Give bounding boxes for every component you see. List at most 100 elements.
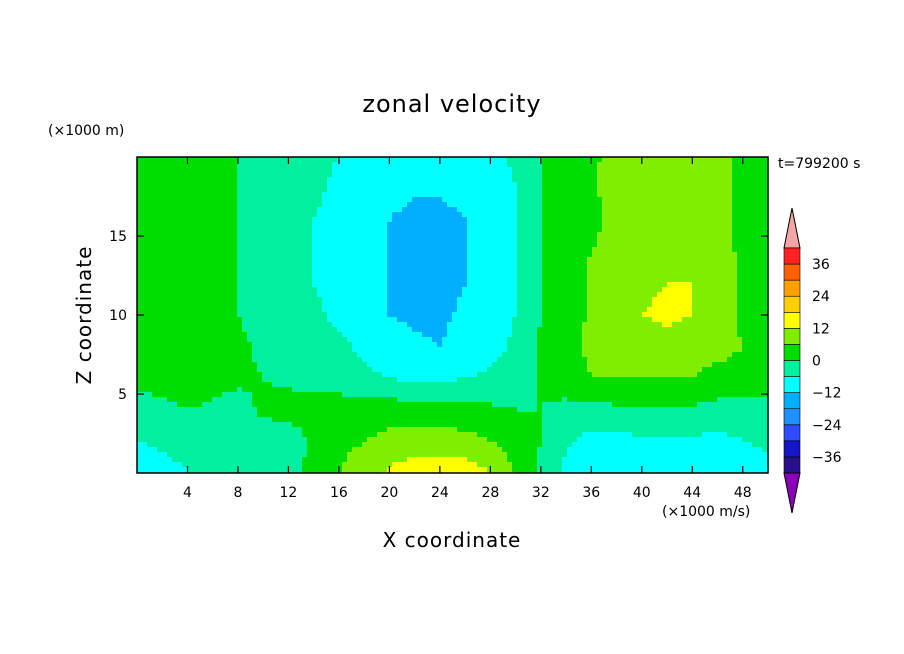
field-cell (532, 212, 538, 218)
field-cell (737, 227, 743, 233)
field-cell (362, 167, 368, 173)
field-cell (712, 302, 718, 308)
field-cell (607, 177, 613, 183)
field-cell (702, 312, 708, 318)
field-cell (427, 172, 433, 178)
field-cell (612, 332, 618, 338)
field-cell (532, 187, 538, 193)
field-cell (642, 272, 648, 278)
field-cell (567, 222, 573, 228)
field-cell (192, 307, 198, 313)
field-cell (472, 197, 478, 203)
field-cell (307, 227, 313, 233)
field-cell (537, 232, 543, 238)
field-cell (452, 302, 458, 308)
field-cell (742, 192, 748, 198)
field-cell (172, 197, 178, 203)
field-cell (612, 222, 618, 228)
field-cell (737, 317, 743, 323)
field-cell (447, 312, 453, 318)
field-cell (552, 277, 558, 283)
field-cell (362, 337, 368, 343)
field-cell (682, 317, 688, 323)
field-cell (592, 262, 598, 268)
field-cell (417, 332, 423, 338)
field-cell (257, 167, 263, 173)
field-cell (192, 202, 198, 208)
field-cell (137, 167, 143, 173)
field-cell (147, 252, 153, 258)
field-cell (487, 302, 493, 308)
field-cell (727, 177, 733, 183)
field-cell (252, 192, 258, 198)
field-cell (497, 187, 503, 193)
field-cell (332, 287, 338, 293)
field-cell (672, 167, 678, 173)
field-cell (587, 337, 593, 343)
field-cell (327, 327, 333, 333)
field-cell (402, 267, 408, 273)
field-cell (632, 337, 638, 343)
field-cell (252, 257, 258, 263)
field-cell (172, 302, 178, 308)
field-cell (642, 172, 648, 178)
field-cell (522, 347, 528, 353)
field-cell (287, 237, 293, 243)
field-cell (592, 337, 598, 343)
field-cell (487, 182, 493, 188)
field-cell (492, 337, 498, 343)
field-cell (522, 192, 528, 198)
field-cell (262, 222, 268, 228)
field-cell (297, 337, 303, 343)
field-cell (142, 272, 148, 278)
field-cell (292, 322, 298, 328)
field-cell (612, 177, 618, 183)
field-cell (167, 267, 173, 273)
field-cell (642, 327, 648, 333)
field-cell (597, 257, 603, 263)
field-cell (482, 237, 488, 243)
field-cell (732, 197, 738, 203)
field-cell (312, 232, 318, 238)
field-cell (537, 172, 543, 178)
field-cell (367, 342, 373, 348)
field-cell (587, 197, 593, 203)
field-cell (532, 257, 538, 263)
field-cell (277, 347, 283, 353)
field-cell (507, 237, 513, 243)
field-cell (502, 307, 508, 313)
field-cell (517, 197, 523, 203)
field-cell (142, 247, 148, 253)
field-cell (492, 227, 498, 233)
field-cell (217, 272, 223, 278)
field-cell (237, 242, 243, 248)
field-cell (667, 212, 673, 218)
field-cell (447, 307, 453, 313)
field-cell (387, 267, 393, 273)
field-cell (657, 192, 663, 198)
field-cell (762, 287, 768, 293)
field-cell (192, 352, 198, 358)
field-cell (282, 347, 288, 353)
field-cell (197, 297, 203, 303)
field-cell (532, 157, 538, 163)
field-cell (752, 177, 758, 183)
field-cell (402, 297, 408, 303)
field-cell (282, 192, 288, 198)
field-cell (457, 227, 463, 233)
field-cell (402, 252, 408, 258)
field-cell (432, 197, 438, 203)
field-cell (552, 192, 558, 198)
field-cell (352, 212, 358, 218)
field-cell (237, 202, 243, 208)
field-cell (297, 232, 303, 238)
field-cell (507, 242, 513, 248)
field-cell (207, 217, 213, 223)
field-cell (477, 237, 483, 243)
field-cell (172, 252, 178, 258)
field-cell (682, 332, 688, 338)
field-cell (277, 232, 283, 238)
field-cell (412, 187, 418, 193)
field-cell (437, 277, 443, 283)
field-cell (292, 297, 298, 303)
